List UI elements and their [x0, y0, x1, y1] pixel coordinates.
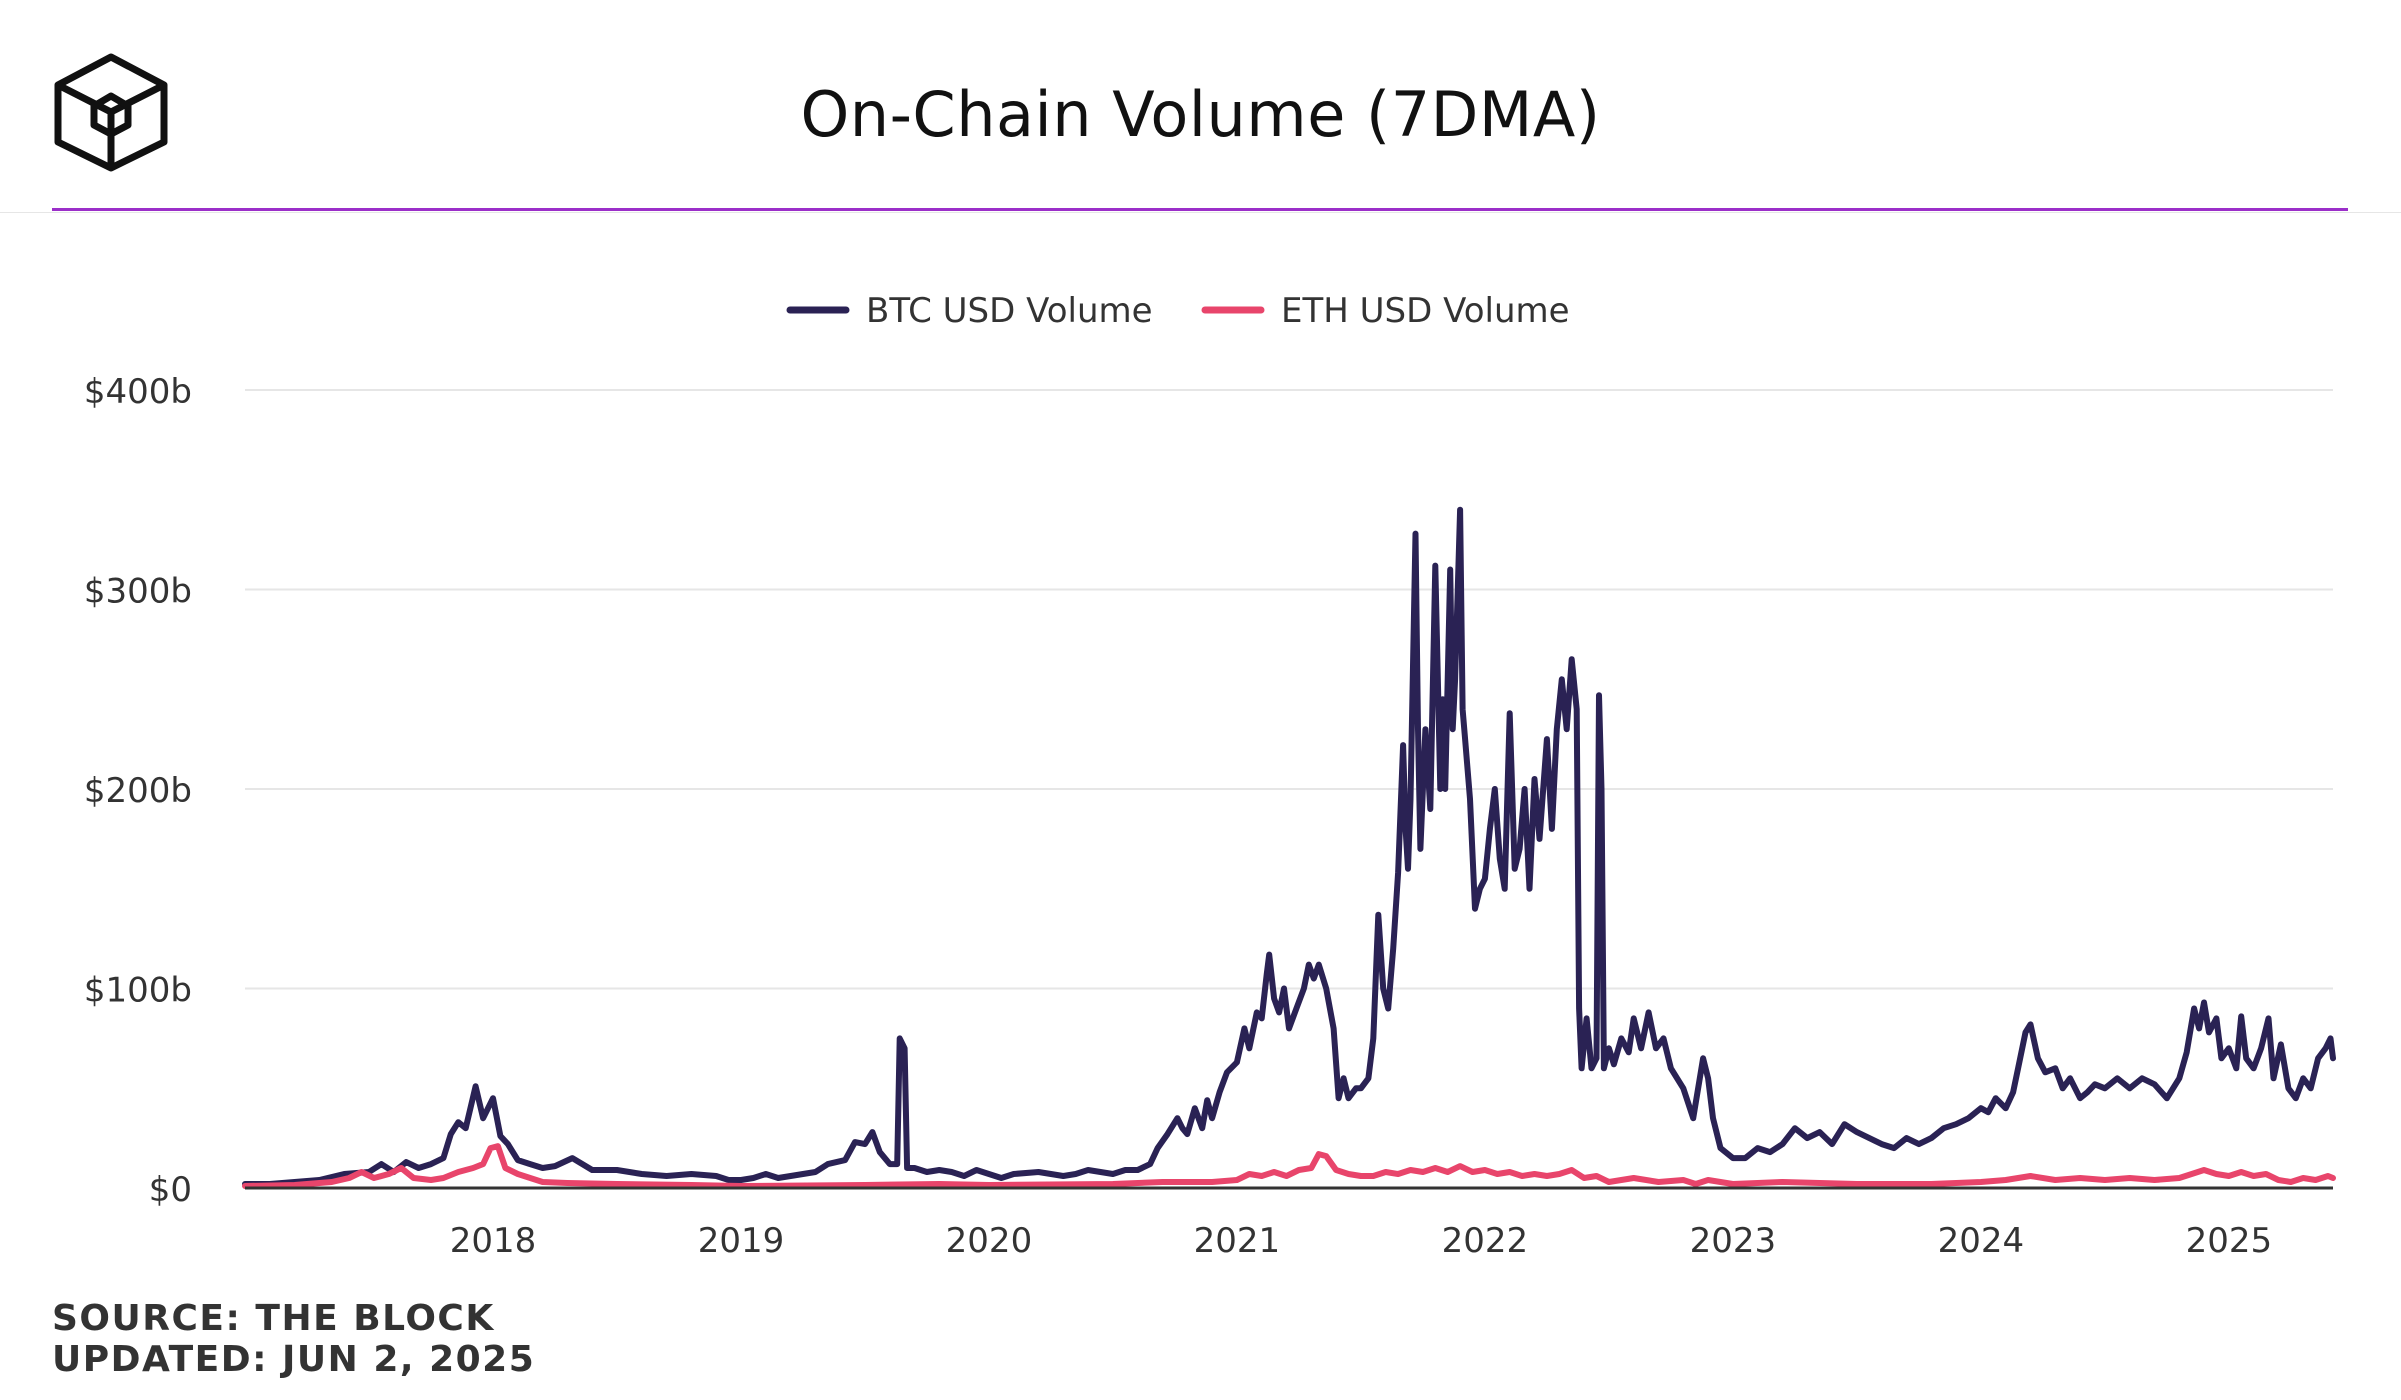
header-accent-line: [52, 208, 2348, 211]
the-block-cube-icon: [54, 53, 168, 172]
footer: SOURCE: THE BLOCK UPDATED: JUN 2, 2025: [52, 1298, 535, 1380]
grid-lines: [245, 389, 2333, 990]
header-divider: [0, 212, 2401, 213]
x-axis-tick-labels: 2018 2019 2020 2021 2022 2023 2024 2025: [450, 1221, 2272, 1261]
x-tick-label: 2018: [450, 1221, 537, 1261]
x-tick-label: 2021: [1194, 1221, 1281, 1261]
legend-label: ETH USD Volume: [1281, 291, 1570, 331]
page-title: On-Chain Volume (7DMA): [800, 78, 1601, 151]
x-tick-label: 2024: [1938, 1221, 2025, 1261]
y-tick-label: $400b: [84, 372, 192, 412]
y-tick-label: $200b: [84, 771, 192, 811]
x-tick-label: 2023: [1690, 1221, 1777, 1261]
y-tick-label: $300b: [84, 572, 192, 612]
legend: BTC USD Volume ETH USD Volume: [786, 291, 1570, 331]
series-line-eth-usd-volume: [242, 1143, 2336, 1189]
legend-label: BTC USD Volume: [866, 291, 1153, 331]
x-tick-label: 2022: [1442, 1221, 1529, 1261]
x-tick-label: 2020: [946, 1221, 1033, 1261]
x-tick-label: 2019: [698, 1221, 785, 1261]
updated-label: UPDATED: JUN 2, 2025: [52, 1339, 536, 1380]
y-tick-label: $0: [149, 1170, 192, 1210]
series-line-btc-usd-volume: [242, 506, 2336, 1187]
source-label: SOURCE: THE BLOCK: [52, 1298, 495, 1339]
y-tick-label: $100b: [84, 971, 192, 1011]
x-tick-label: 2025: [2186, 1221, 2273, 1261]
series-lines: [242, 506, 2336, 1189]
y-axis-tick-labels: $0 $100b $200b $300b $400b: [84, 372, 192, 1210]
